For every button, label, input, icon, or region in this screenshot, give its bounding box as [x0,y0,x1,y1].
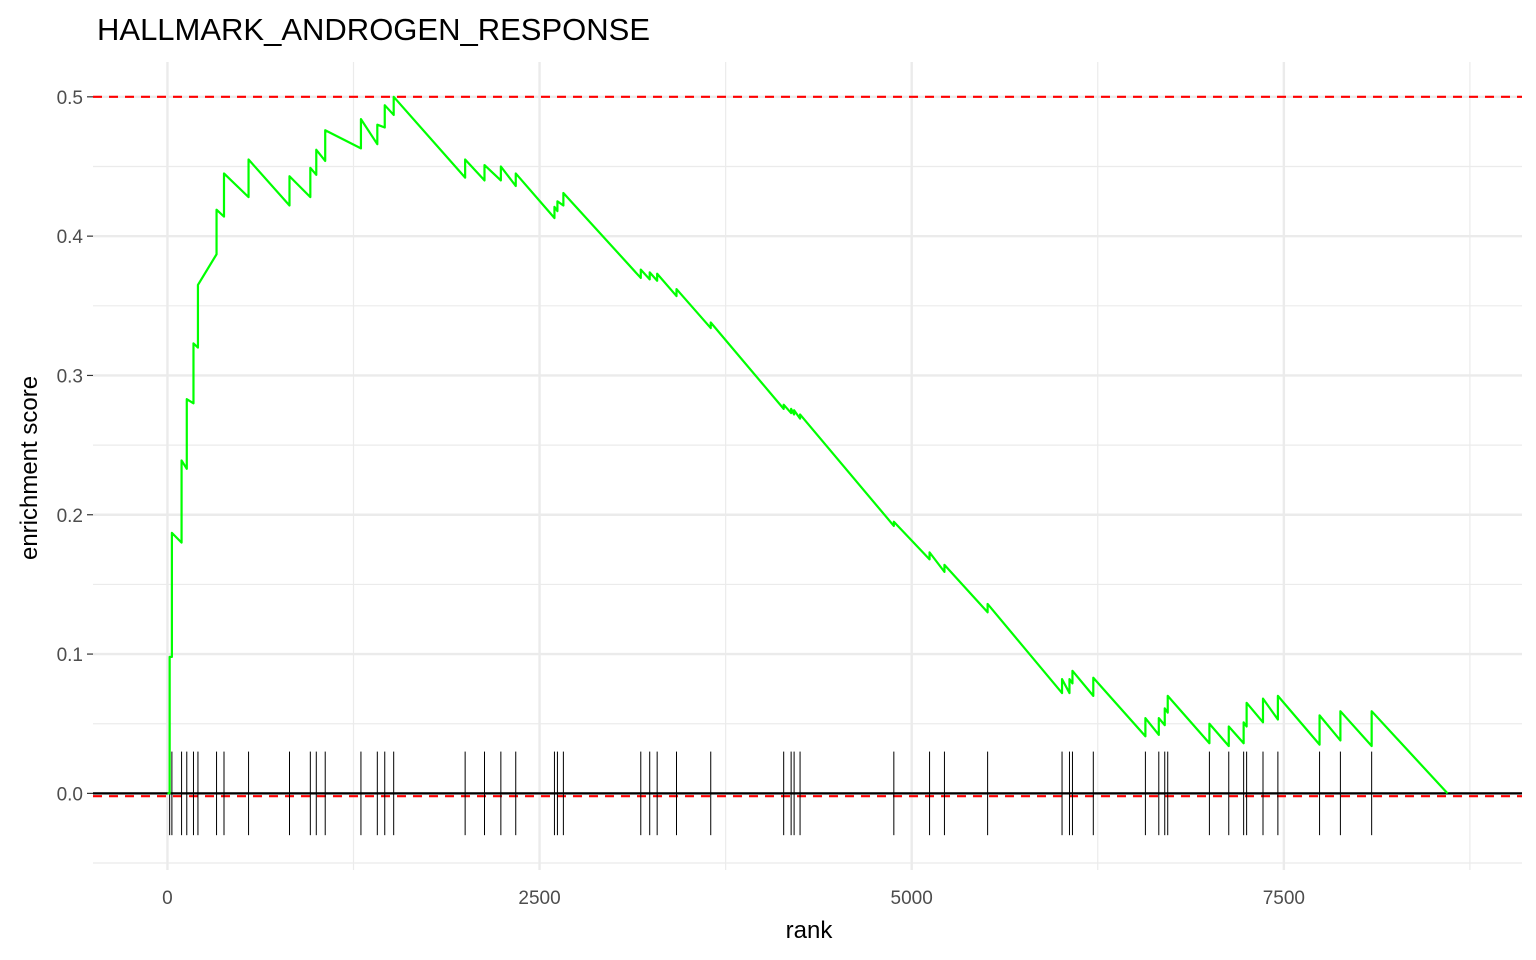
x-axis-ticks: 0 2500 5000 7500 [162,888,1305,909]
x-tick-label: 0 [162,888,173,909]
y-tick-label: 0.0 [57,784,83,805]
chart-title: HALLMARK_ANDROGEN_RESPONSE [97,12,650,47]
y-tick-label: 0.3 [57,366,83,387]
reference-lines [93,95,1522,798]
x-tick-label: 2500 [518,888,560,909]
y-tick-label: 0.2 [57,506,83,527]
x-axis-title: rank [786,917,834,944]
y-tick-label: 0.4 [57,227,84,248]
running-score-curve [167,95,1449,795]
gene-hit-ticks [169,751,1373,836]
y-axis-ticks: 0.0 0.1 0.2 0.3 0.4 0.5 [57,88,93,805]
x-tick-label: 5000 [891,888,933,909]
enrichment-score-line [167,95,1449,795]
y-tick-label: 0.1 [57,645,83,666]
x-tick-label: 7500 [1263,888,1305,909]
grid-lines [93,62,1522,870]
y-axis-title: enrichment score [16,376,43,560]
y-tick-label: 0.5 [57,88,83,109]
